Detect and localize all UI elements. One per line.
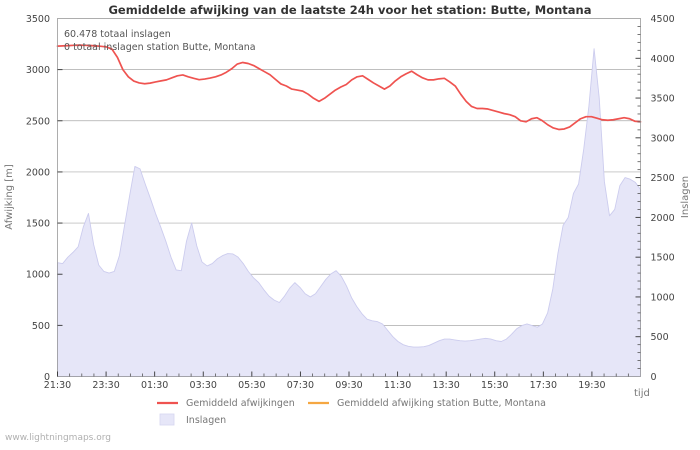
y-axis-right-tick-1000: 1000 <box>651 292 675 303</box>
y-axis-left-tick-3000: 3000 <box>26 65 50 76</box>
x-axis-tick-0930: 09:30 <box>335 380 362 391</box>
y-axis-right-tick-0: 0 <box>651 372 657 383</box>
x-axis-tick-1930: 19:30 <box>578 380 605 391</box>
x-axis: 21:30 23:30 01:30 03:30 05:30 07:30 09:30 11:30… <box>44 371 629 391</box>
y-axis-left-tick-2500: 2500 <box>26 116 50 127</box>
y-axis-left-tick-0: 0 <box>44 372 50 383</box>
x-axis-tick-1330: 13:30 <box>432 380 459 391</box>
x-axis-tick-0130: 01:30 <box>141 380 168 391</box>
y-axis-left-tick-500: 500 <box>32 321 50 332</box>
y-axis-right-tick-3000: 3000 <box>651 133 675 144</box>
y-axis-right-tick-4500: 4500 <box>651 14 675 25</box>
page-title: Gemiddelde afwijking van de laatste 24h … <box>108 3 591 17</box>
annotation-total-strikes: 60.478 totaal inslagen <box>64 29 171 40</box>
y-axis-left-tick-1500: 1500 <box>26 219 50 230</box>
area-path-inslagen <box>57 48 641 377</box>
y-axis-right-tick-3500: 3500 <box>651 94 675 105</box>
y-axis-right-tick-500: 500 <box>651 332 669 343</box>
y-axis-left-tick-1000: 1000 <box>26 270 50 281</box>
chart-legend: Gemiddeld afwijkingen Gemiddeld afwijkin… <box>157 398 546 426</box>
legend-label-0: Gemiddeld afwijkingen <box>186 398 295 409</box>
y-axis-left-tick-2000: 2000 <box>26 167 50 178</box>
legend-label-1: Gemiddeld afwijking station Butte, Monta… <box>337 398 546 409</box>
y-axis-right: 0 500 1000 1500 2000 2500 3000 3500 4000 4500 <box>635 14 675 383</box>
y-axis-left-label: Afwijking [m] <box>4 164 15 230</box>
chart-annotations: 60.478 totaal inslagen 0 totaal inslagen… <box>64 29 256 53</box>
x-axis-tick-2330: 23:30 <box>92 380 119 391</box>
y-axis-right-tick-2000: 2000 <box>651 213 675 224</box>
legend-swatch-area-lavender <box>159 413 175 426</box>
legend-item-gemiddeld-afwijkingen[interactable]: Gemiddeld afwijkingen <box>157 398 295 409</box>
line-series-gemiddeld-afwijkingen <box>56 44 642 131</box>
line-path-gemiddeld-afwijkingen <box>56 44 642 131</box>
x-axis-tick-2130: 21:30 <box>44 380 71 391</box>
annotation-station-strikes: 0 totaal inslagen station Butte, Montana <box>64 42 256 53</box>
y-axis-left: 0 500 1000 1500 2000 2500 3000 3500 <box>26 14 63 383</box>
y-axis-right-label: Inslagen <box>680 176 691 218</box>
area-series-inslagen <box>57 48 641 377</box>
legend-item-inslagen[interactable]: Inslagen <box>159 413 226 426</box>
x-axis-tick-0330: 03:30 <box>190 380 217 391</box>
y-axis-left-tick-3500: 3500 <box>26 14 50 25</box>
legend-item-gemiddeld-afwijking-station[interactable]: Gemiddeld afwijking station Butte, Monta… <box>308 398 546 409</box>
legend-label-2: Inslagen <box>186 415 226 426</box>
x-axis-tick-1530: 15:30 <box>481 380 508 391</box>
x-axis-label: tijd <box>634 388 650 399</box>
x-axis-tick-0530: 05:30 <box>238 380 265 391</box>
footer-source: www.lightningmaps.org <box>5 433 111 443</box>
y-axis-right-tick-2500: 2500 <box>651 173 675 184</box>
x-axis-tick-0730: 07:30 <box>287 380 314 391</box>
y-axis-right-tick-1500: 1500 <box>651 253 675 264</box>
x-axis-tick-1730: 17:30 <box>530 380 557 391</box>
x-axis-tick-1130: 11:30 <box>384 380 411 391</box>
y-axis-right-tick-4000: 4000 <box>651 54 675 65</box>
